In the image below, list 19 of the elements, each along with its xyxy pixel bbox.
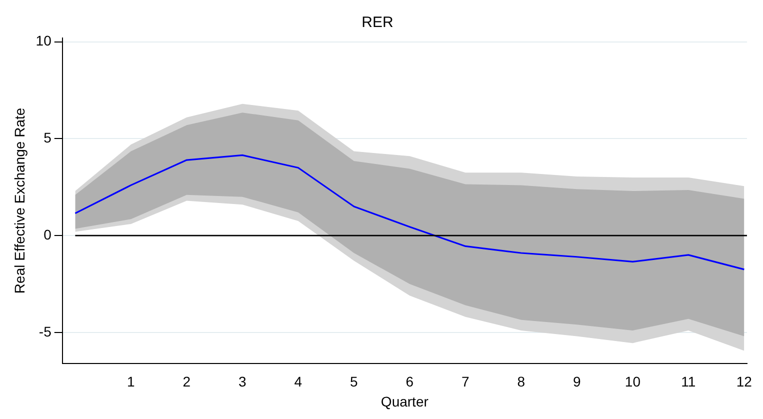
x-tick-label: 4 [294,374,302,390]
y-axis-title: Real Effective Exchange Rate [11,108,28,294]
x-tick-label: 1 [127,374,136,390]
x-tick-label: 6 [406,374,414,390]
x-tick-label: 8 [517,374,526,390]
x-tick-label: 12 [736,374,752,390]
x-tick-label: 5 [350,374,358,390]
y-tick-label: 0 [44,226,52,242]
x-tick-label: 10 [624,374,641,390]
x-tick-label: 3 [238,374,247,390]
x-tick-label: 11 [681,374,696,390]
x-tick-label: 7 [462,374,470,390]
y-tick-label: 5 [44,130,52,146]
chart-title: RER [362,14,394,32]
x-tick-label: 9 [573,374,582,390]
x-tick-label: 2 [182,374,191,390]
y-tick-label: 10 [36,32,52,49]
y-tick-label: -5 [38,323,52,340]
x-axis-title: Quarter [380,393,429,410]
